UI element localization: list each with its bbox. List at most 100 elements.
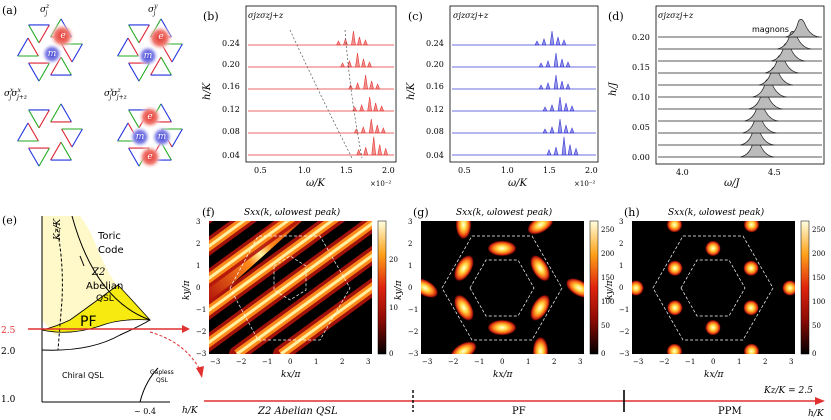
spectrum-peak: [347, 60, 352, 68]
spectrum-peak: [355, 82, 361, 90]
lattice-bond: [71, 128, 83, 148]
map-xtick: 3: [578, 358, 582, 366]
map-ytick: 3: [619, 218, 623, 226]
lattice-bond: [28, 109, 40, 129]
intensity-spot: [487, 319, 517, 336]
spectrum-peak: [553, 74, 559, 90]
cbar-tick: 150: [601, 274, 614, 282]
panel-d-ylabel: h/J: [608, 81, 619, 96]
lattice-bond: [17, 122, 29, 142]
map-ytick: 1: [196, 262, 200, 270]
spectrum-peak: [553, 52, 559, 68]
panel-b-ylabel: h/K: [202, 82, 213, 100]
lattice-bond: [127, 37, 139, 57]
intensity-spot: [565, 277, 584, 299]
lattice-bond: [38, 24, 50, 44]
panel-f-title: Sxx(k, ωlowest peak): [244, 207, 341, 218]
xtick: 4.5: [768, 168, 781, 177]
intensity-spot: [666, 343, 683, 354]
panel-d-yticks: 0.20 0.15 0.10 0.05 0.00: [632, 33, 650, 162]
spectrum-peak: [561, 39, 567, 46]
map-ytick: 0: [196, 284, 200, 292]
m-particle: [137, 45, 159, 67]
panel-g-map: [421, 221, 584, 354]
lattice-bond: [28, 147, 40, 167]
panel-b: (b) σjzσzj+z h/K ω/K ×10⁻² 0.24 0.20 0.1…: [202, 5, 397, 189]
panel-a-sub4: σx jσz j+z: [104, 87, 128, 101]
intensity-spot: [529, 294, 551, 322]
lattice-bond: [128, 109, 140, 129]
spectrum-peak: [557, 96, 563, 112]
e-label: e: [147, 152, 152, 162]
cbar-tick: 250: [812, 226, 825, 234]
spectrum-peak: [368, 118, 374, 134]
panel-c-xlabel: ω/K: [508, 178, 528, 189]
spectrum-peak: [561, 136, 567, 156]
spectrum-peak: [567, 144, 573, 156]
stripe-core: [280, 285, 372, 354]
m-label: m: [136, 132, 145, 142]
phase-abelian: Abelian: [86, 281, 123, 292]
intensity-spot: [421, 277, 439, 299]
intensity-spot: [455, 221, 472, 240]
bottom-axis: Z2 Abelian QSL PF PPM Kz/K = 2.5 h/K: [204, 386, 825, 419]
stripe-core: [209, 221, 372, 345]
intensity-spot: [532, 336, 549, 354]
map-xtick: 1: [314, 358, 318, 366]
map-ytick: 1: [408, 262, 412, 270]
map-ylabel: ky/π: [605, 279, 615, 300]
spectrum-peak: [557, 118, 563, 134]
lattice-bond: [128, 147, 140, 167]
lattice-bond: [117, 122, 129, 142]
cbar-tick: 50: [812, 322, 821, 330]
map-ytick: 3: [408, 218, 412, 226]
spectrum-peak: [383, 147, 389, 156]
ytick-20: 2.0: [1, 347, 16, 357]
m-particle: [151, 126, 173, 148]
spectrum-peak: [538, 62, 544, 68]
map-xtick: −3: [210, 358, 220, 366]
ytick: 0.20: [426, 60, 444, 69]
stripe-core: [236, 253, 372, 354]
axis-ppm: PPM: [718, 406, 742, 417]
phase-z2: Z2: [91, 267, 105, 278]
m-particle: [129, 126, 151, 148]
spectrum-peak: [573, 147, 579, 156]
lattice-bond: [117, 37, 129, 57]
panel-b-label: (b): [203, 10, 219, 23]
map-ytick: 0: [619, 284, 623, 292]
intensity-spot: [632, 280, 644, 296]
cbar-tick: 0: [812, 350, 816, 358]
panel-g: (g) Sxx(k, ωlowest peak) 250 200 150 100…: [413, 206, 614, 358]
panel-d-xlabel: ω/J: [724, 178, 741, 189]
phase-chiral: Chiral QSL: [62, 371, 104, 380]
m-particle: [41, 43, 63, 65]
panel-f-label: (f): [202, 206, 215, 219]
ytick: 0.00: [632, 153, 650, 162]
lattice-bond: [28, 62, 40, 82]
map-xtick: −1: [262, 358, 272, 366]
panel-d: (d) σjzσzj+z magnons h/J ω/J 0.20 0.15 0…: [608, 5, 825, 189]
stripe-core: [209, 221, 247, 249]
spectrum-peak: [335, 40, 341, 46]
lattice-bond: [128, 24, 140, 44]
ytick: 0.24: [426, 39, 444, 48]
xtick: 1.5: [543, 166, 556, 175]
panel-e: (e) Kz/K h/K 2.5 2.0 1.0 ~ 0.4 Toric Cod…: [1, 214, 204, 416]
spectrum-peak: [559, 58, 565, 68]
cbar-tick: 250: [601, 226, 614, 234]
spectrum-peak: [357, 36, 362, 46]
spectrum-peak: [361, 58, 366, 68]
spectrum-peak: [569, 105, 575, 112]
intensity-spot: [529, 254, 551, 282]
map-xlabel: kx/π: [493, 370, 514, 380]
axis-kz: Kz/K = 2.5: [763, 386, 813, 396]
spectrum-peak: [545, 60, 551, 68]
lattice-bond: [128, 62, 140, 82]
map-xtick: 0: [500, 358, 504, 366]
panel-a-sub3: σx jσx j+z: [4, 87, 28, 101]
cbar-tick: 150: [812, 274, 825, 282]
ytick: 0.10: [632, 93, 650, 102]
